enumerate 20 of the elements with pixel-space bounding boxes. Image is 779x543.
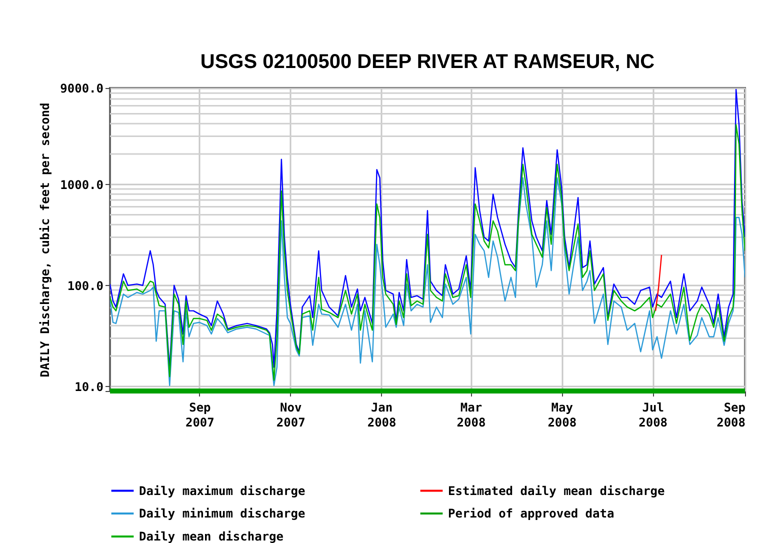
x-tick-label: Sep 2007	[185, 400, 214, 430]
y-tick-label: 9000.0	[60, 82, 104, 96]
line-series	[110, 124, 745, 381]
legend-label: Period of approved data	[448, 506, 614, 520]
x-tick-label: May 2008	[548, 400, 577, 430]
x-tick-label: Nov 2007	[276, 400, 306, 430]
legend-label: Estimated daily mean discharge	[448, 484, 665, 498]
y-axis-title: DAILY Discharge, cubic feet per second	[38, 102, 52, 378]
chart-title: USGS 02100500 DEEP RIVER AT RAMSEUR, NC	[200, 51, 655, 73]
legend-label: Daily minimum discharge	[139, 506, 306, 520]
legend-label: Daily maximum discharge	[139, 484, 306, 498]
y-tick-label: 10.0	[74, 380, 104, 394]
x-tick-label: Mar 2008	[456, 400, 486, 430]
y-tick-label: 1000.0	[60, 178, 104, 192]
x-tick-label: Jan 2008	[367, 400, 396, 430]
line-series	[110, 177, 745, 386]
y-tick-label: 100.0	[67, 278, 104, 293]
x-tick-label: Sep 2008	[716, 400, 746, 430]
legend-label: Daily mean discharge	[139, 530, 284, 543]
x-tick-label: Jul 2008	[638, 400, 668, 430]
